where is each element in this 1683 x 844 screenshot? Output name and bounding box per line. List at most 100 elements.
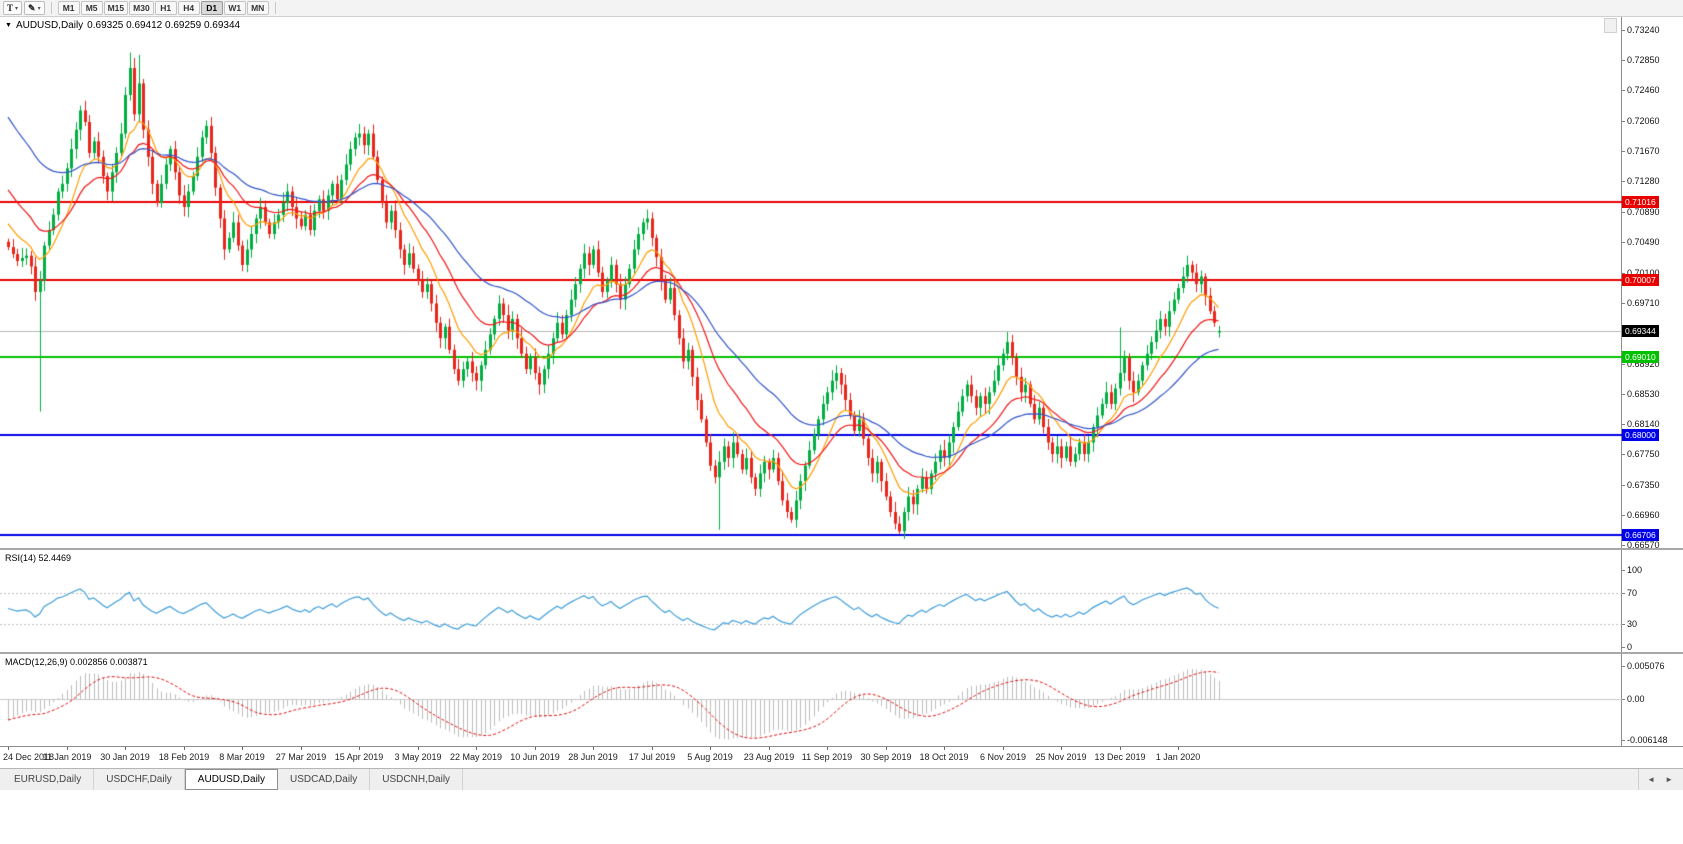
price-tick-label: 0.72060	[1627, 116, 1660, 126]
tab-audusd[interactable]: AUDUSD,Daily	[184, 769, 279, 790]
price-axis[interactable]: 0.73240 0.72850 0.72460 0.72060 0.71670 0.712…	[1622, 17, 1682, 550]
tab-usdchf[interactable]: USDCHF,Daily	[94, 769, 185, 790]
rsi-panel: RSI(14) 52.4469 100 70 30 0	[0, 550, 1683, 652]
text-tool-button[interactable]: T ▾	[3, 1, 23, 15]
rsi-canvas[interactable]	[0, 550, 1622, 652]
price-tick-mark	[1622, 30, 1625, 31]
chart-title: ▼ AUDUSD,Daily 0.69325 0.69412 0.69259 0…	[5, 20, 240, 31]
time-tick-mark	[1120, 747, 1121, 750]
price-tick-label: 0.73240	[1627, 25, 1660, 35]
macd-axis[interactable]: 0.005076 0.00 -0.006148	[1622, 654, 1682, 746]
rsi-tick-mark	[1622, 647, 1625, 648]
time-tick-label: 23 Aug 2019	[743, 752, 795, 762]
time-tick-mark	[418, 747, 419, 750]
rsi-axis[interactable]: 100 70 30 0	[1622, 550, 1682, 652]
timeframe-button-h4[interactable]: H4	[177, 1, 200, 15]
price-tick-label: 0.66570	[1627, 540, 1660, 550]
macd-panel: MACD(12,26,9) 0.002856 0.003871 0.005076…	[0, 654, 1683, 746]
price-tick-mark	[1622, 181, 1625, 182]
panel-separator[interactable]	[0, 652, 1683, 654]
timeframe-button-h1[interactable]: H1	[154, 1, 177, 15]
draw-tool-button[interactable]: ✎ ▾	[24, 1, 45, 15]
price-tick-label: 0.72850	[1627, 55, 1660, 65]
time-tick-label: 25 Nov 2019	[1035, 752, 1087, 762]
timeframe-button-w1[interactable]: W1	[223, 1, 246, 15]
time-tick-mark	[827, 747, 828, 750]
macd-plot: MACD(12,26,9) 0.002856 0.003871	[0, 654, 1622, 746]
time-tick-mark	[769, 747, 770, 750]
time-tick-mark	[1003, 747, 1004, 750]
price-tick-label: 0.72460	[1627, 85, 1660, 95]
price-tick-label: 0.71280	[1627, 176, 1660, 186]
price-tick-mark	[1622, 273, 1625, 274]
price-tick-mark	[1622, 515, 1625, 516]
price-tick-mark	[1622, 454, 1625, 455]
tab-usdcad[interactable]: USDCAD,Daily	[278, 769, 371, 790]
macd-canvas[interactable]	[0, 654, 1622, 746]
price-tick-label: 0.68140	[1627, 419, 1660, 429]
rsi-tick-mark	[1622, 593, 1625, 594]
chart-ohlc-values: 0.69325 0.69412 0.69259 0.69344	[87, 20, 241, 31]
time-tick-mark	[944, 747, 945, 750]
rsi-plot: RSI(14) 52.4469	[0, 550, 1622, 652]
chart-menu-icon[interactable]: ▼	[5, 22, 12, 29]
price-tick-mark	[1622, 424, 1625, 425]
tab-eurusd[interactable]: EURUSD,Daily	[2, 769, 95, 790]
panel-separator[interactable]	[0, 548, 1683, 550]
chart-symbol-label: AUDUSD,Daily	[15, 20, 84, 31]
main-chart-panel: ▼ AUDUSD,Daily 0.69325 0.69412 0.69259 0…	[0, 17, 1683, 550]
price-tick-mark	[1622, 485, 1625, 486]
timeframe-button-d1[interactable]: D1	[200, 1, 223, 15]
timeframe-button-m1[interactable]: M1	[57, 1, 80, 15]
time-tick-mark	[67, 747, 68, 750]
time-tick-label: 30 Sep 2019	[860, 752, 912, 762]
time-tick-mark	[593, 747, 594, 750]
price-tick-mark	[1622, 242, 1625, 243]
time-tick-label: 13 Dec 2019	[1094, 752, 1146, 762]
macd-tick-mark	[1622, 740, 1625, 741]
time-tick-label: 27 Mar 2019	[275, 752, 327, 762]
time-tick-mark	[184, 747, 185, 750]
timeframe-button-m5[interactable]: M5	[80, 1, 103, 15]
time-tick-mark	[1061, 747, 1062, 750]
timeframe-button-mn[interactable]: MN	[246, 1, 269, 15]
tab-scroll-right-icon[interactable]: ►	[1665, 775, 1673, 784]
timeframe-button-m15[interactable]: M15	[103, 1, 129, 15]
time-tick-label: 18 Oct 2019	[919, 752, 969, 762]
time-tick-label: 28 Jun 2019	[568, 752, 618, 762]
rsi-tick-mark	[1622, 570, 1625, 571]
main-chart-canvas[interactable]	[0, 17, 1622, 548]
time-tick-mark	[476, 747, 477, 750]
chevron-down-icon: ▾	[15, 5, 19, 12]
time-tick-mark	[1178, 747, 1179, 750]
timeframe-button-m30[interactable]: M30	[129, 1, 154, 15]
time-tick-label: 3 May 2019	[394, 752, 442, 762]
tab-scroll-left-icon[interactable]: ◄	[1647, 775, 1656, 784]
price-tick-mark	[1622, 394, 1625, 395]
time-tick-label: 10 Jun 2019	[510, 752, 560, 762]
main-plot: ▼ AUDUSD,Daily 0.69325 0.69412 0.69259 0…	[0, 17, 1622, 548]
time-tick-label: 8 Mar 2019	[219, 752, 265, 762]
price-tick-mark	[1622, 151, 1625, 152]
bid-price-tag: 0.69344	[1622, 325, 1659, 337]
price-tick-label: 0.67750	[1627, 449, 1660, 459]
time-tick-label: 1 Jan 2020	[1155, 752, 1201, 762]
price-tick-mark	[1622, 303, 1625, 304]
chevron-down-icon: ▾	[37, 5, 41, 12]
timeframe-toolbar: M1 M5 M15 M30 H1 H4 D1 W1 MN	[57, 1, 269, 15]
time-tick-label: 11 Sep 2019	[801, 752, 853, 762]
macd-tick-label: 0.00	[1627, 694, 1645, 704]
price-tick-label: 0.70490	[1627, 237, 1660, 247]
time-tick-label: 24 Dec 2018	[3, 752, 55, 762]
rsi-tick-label: 70	[1627, 588, 1638, 598]
time-tick-mark	[301, 747, 302, 750]
price-tick-label: 0.68530	[1627, 389, 1660, 399]
time-axis[interactable]: 24 Dec 2018 11 Jan 2019 30 Jan 2019 18 Feb …	[0, 746, 1683, 768]
macd-label: MACD(12,26,9) 0.002856 0.003871	[5, 657, 148, 667]
time-tick-mark	[652, 747, 653, 750]
tab-usdcnh[interactable]: USDCNH,Daily	[370, 769, 464, 790]
time-tick-mark	[886, 747, 887, 750]
chart-scroll-up-button[interactable]	[1604, 18, 1617, 33]
price-tick-mark	[1622, 545, 1625, 546]
text-tool-icon: T	[7, 3, 14, 13]
